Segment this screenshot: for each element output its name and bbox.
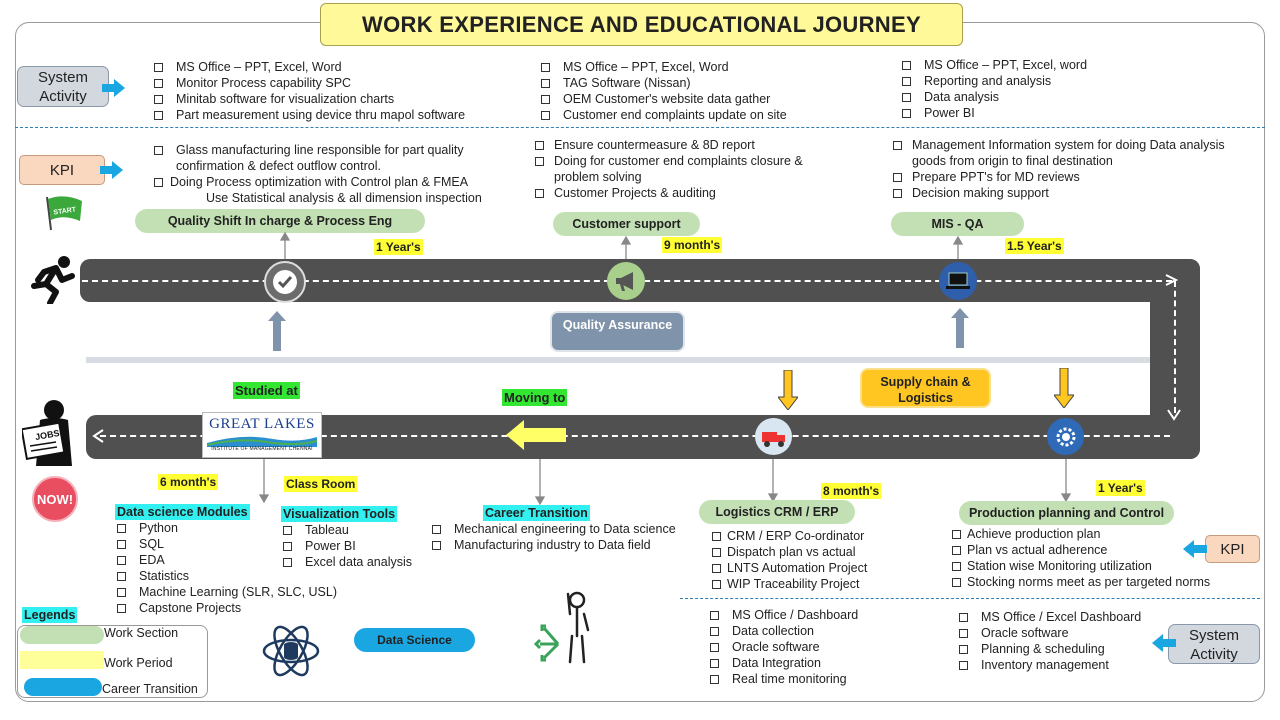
kpi-list-1: Glass manufacturing line responsible for… <box>152 142 497 206</box>
viz-tools-title: Visualization Tools <box>281 506 398 522</box>
legend-swatch-career-transition <box>24 678 102 696</box>
section-divider-top <box>15 127 1265 128</box>
crossroads-person-icon <box>533 591 590 664</box>
start-flag-icon: START <box>46 196 82 231</box>
career-transition-title: Career Transition <box>483 505 590 521</box>
system-activity-list-1: MS Office – PPT, Excel, Word Monitor Proc… <box>152 59 465 123</box>
kpi-item-plain: Use Statistical analysis & all dimension… <box>206 191 482 205</box>
supply-chain-block: Supply chain & Logistics <box>860 368 991 408</box>
legend-title: Legends <box>22 607 78 623</box>
legend-label: Work Section <box>104 626 179 640</box>
ds-modules-list: Python SQL EDA Statistics Machine Learning (… <box>115 520 337 616</box>
viz-tools-list: Tableau Power BI Excel data analysis <box>281 522 412 570</box>
arrow-up-icon <box>951 308 969 348</box>
delivery-truck-icon <box>755 418 792 455</box>
road-median <box>86 357 1150 363</box>
runner-icon <box>31 256 75 304</box>
arrow-down-icon <box>778 370 798 410</box>
system-activity-list-4: MS Office / Dashboard Data collection Orac… <box>708 607 858 687</box>
education-period: 6 month's <box>158 474 219 490</box>
role-quality-shift: Quality Shift In charge & Process Eng <box>135 209 425 233</box>
kpi-list-3: Management Information system for doing … <box>891 137 1256 201</box>
kpi-list-5: Achieve production plan Plan vs actual ad… <box>950 526 1210 590</box>
kpi-list-4: CRM / ERP Co-ordinator Dispatch plan vs a… <box>710 528 867 592</box>
system-activity-label-bottom: System Activity <box>1168 624 1260 664</box>
legend-swatch-work-section <box>20 626 104 644</box>
period-2: 9 month's <box>662 237 723 253</box>
now-badge-icon: NOW! <box>32 476 78 522</box>
legend-label: Work Period <box>104 656 173 670</box>
arrow-right-icon <box>100 161 123 179</box>
system-activity-list-5: MS Office / Excel Dashboard Oracle softwa… <box>957 609 1141 673</box>
moving-to-label: Moving to <box>502 389 568 406</box>
period-1: 1 Year's <box>374 239 423 255</box>
legend-swatch-work-period <box>20 651 104 669</box>
studied-at-label: Studied at <box>233 382 300 399</box>
svg-text:JOBS: JOBS <box>34 428 60 442</box>
arrow-up-icon <box>268 311 286 351</box>
arrow-left-icon <box>1183 540 1207 558</box>
svg-text:START: START <box>53 206 77 216</box>
arrow-right-icon <box>1165 274 1179 286</box>
classroom-label: Class Room <box>284 476 358 492</box>
laptop-icon <box>939 262 977 300</box>
role-logistics-crm: Logistics CRM / ERP <box>699 500 855 524</box>
atom-database-icon <box>262 625 320 677</box>
legend: Work Section Work Period Career Transiti… <box>17 625 208 698</box>
arrow-right-icon <box>102 79 125 97</box>
role-mis-qa: MIS - QA <box>891 212 1024 236</box>
period-5: 1 Year's <box>1096 480 1145 496</box>
arrow-left-icon <box>92 429 104 443</box>
system-activity-list-3: MS Office – PPT, Excel, word Reporting an… <box>900 57 1087 121</box>
system-activity-list-2: MS Office – PPT, Excel, Word TAG Software… <box>539 59 787 123</box>
gear-icon <box>1047 418 1084 455</box>
quality-assurance-block: Quality Assurance <box>550 311 685 352</box>
kpi-label-top: KPI <box>19 155 105 185</box>
kpi-label-bottom: KPI <box>1205 535 1260 563</box>
check-badge-icon <box>264 261 306 303</box>
road-dash-side <box>1174 281 1176 413</box>
career-transition-list: Mechanical engineering to Data science Ma… <box>430 521 676 553</box>
section-divider-bottom <box>680 598 1260 599</box>
period-4: 8 month's <box>821 483 882 499</box>
great-lakes-logo: GREAT LAKES INSTITUTE OF MANAGEMENT CHEN… <box>202 412 322 458</box>
megaphone-icon <box>607 262 645 300</box>
arrow-down-icon <box>1054 368 1074 408</box>
data-science-pill: Data Science <box>354 628 475 652</box>
kpi-list-2: Ensure countermeasure & 8D report Doing … <box>533 137 833 201</box>
period-3: 1.5 Year's <box>1005 238 1064 254</box>
arrow-down-icon <box>1167 409 1181 421</box>
system-activity-label-top: System Activity <box>17 66 109 107</box>
ds-modules-title: Data science Modules <box>115 504 250 520</box>
road-dash-bottom <box>100 435 1170 437</box>
arrow-left-icon <box>506 420 566 450</box>
role-production-planning: Production planning and Control <box>959 501 1174 525</box>
jobs-newspaper-icon: JOBS <box>22 400 72 466</box>
page-title: WORK EXPERIENCE AND EDUCATIONAL JOURNEY <box>320 3 963 46</box>
legend-label: Career Transition <box>102 682 198 696</box>
role-customer-support: Customer support <box>553 212 700 236</box>
arrow-left-icon <box>1152 634 1176 652</box>
